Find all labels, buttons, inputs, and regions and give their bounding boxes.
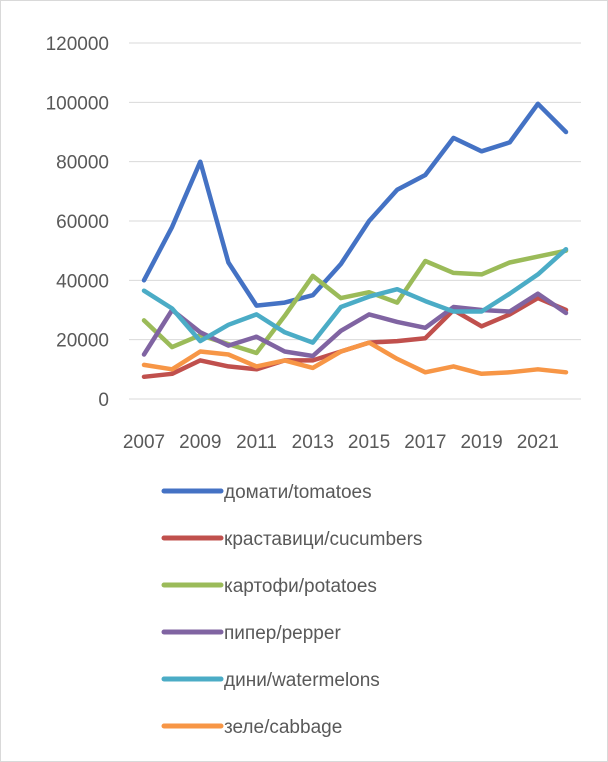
series-line <box>141 291 569 359</box>
x-tick-label: 2009 <box>179 432 221 453</box>
legend-label: домати/tomatoes <box>224 482 372 503</box>
series-lines <box>141 101 569 380</box>
x-tick-label: 2011 <box>236 432 277 453</box>
y-axis-ticks: 0 20000 40000 60000 80000 100000 120000 <box>46 34 109 411</box>
x-tick-label: 2015 <box>348 432 390 453</box>
x-axis-ticks: 2007 2009 2011 2013 2015 2017 2019 2021 <box>123 432 559 453</box>
x-tick-label: 2013 <box>292 432 334 453</box>
series-line <box>141 340 569 377</box>
legend-label: картофи/potatoes <box>224 576 377 597</box>
series-line <box>141 246 569 345</box>
legend-label: пипер/pepper <box>224 623 341 644</box>
y-tick-label: 60000 <box>56 212 109 233</box>
legend: домати/tomatoes краставици/cucumbers карто… <box>161 482 422 738</box>
x-tick-label: 2019 <box>460 432 502 453</box>
y-tick-label: 40000 <box>56 271 109 292</box>
x-tick-label: 2007 <box>123 432 165 453</box>
legend-label: зеле/cabbage <box>224 717 342 738</box>
x-tick-label: 2017 <box>404 432 446 453</box>
y-tick-label: 80000 <box>56 153 109 174</box>
x-tick-label: 2021 <box>517 432 559 453</box>
legend-label: дини/watermelons <box>224 670 380 691</box>
y-tick-label: 100000 <box>46 93 109 114</box>
legend-label: краставици/cucumbers <box>224 529 422 550</box>
y-tick-label: 20000 <box>56 331 109 352</box>
series-line <box>141 101 569 308</box>
y-tick-label: 0 <box>98 390 109 411</box>
y-tick-label: 120000 <box>46 34 109 55</box>
